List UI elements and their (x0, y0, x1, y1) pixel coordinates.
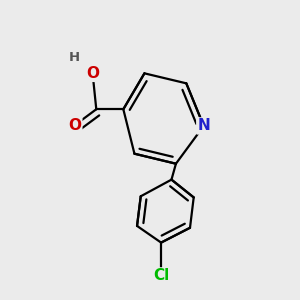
Text: H: H (68, 51, 80, 64)
Text: N: N (197, 118, 210, 134)
Text: Cl: Cl (153, 268, 169, 284)
Text: O: O (68, 118, 81, 133)
Text: O: O (86, 66, 99, 81)
